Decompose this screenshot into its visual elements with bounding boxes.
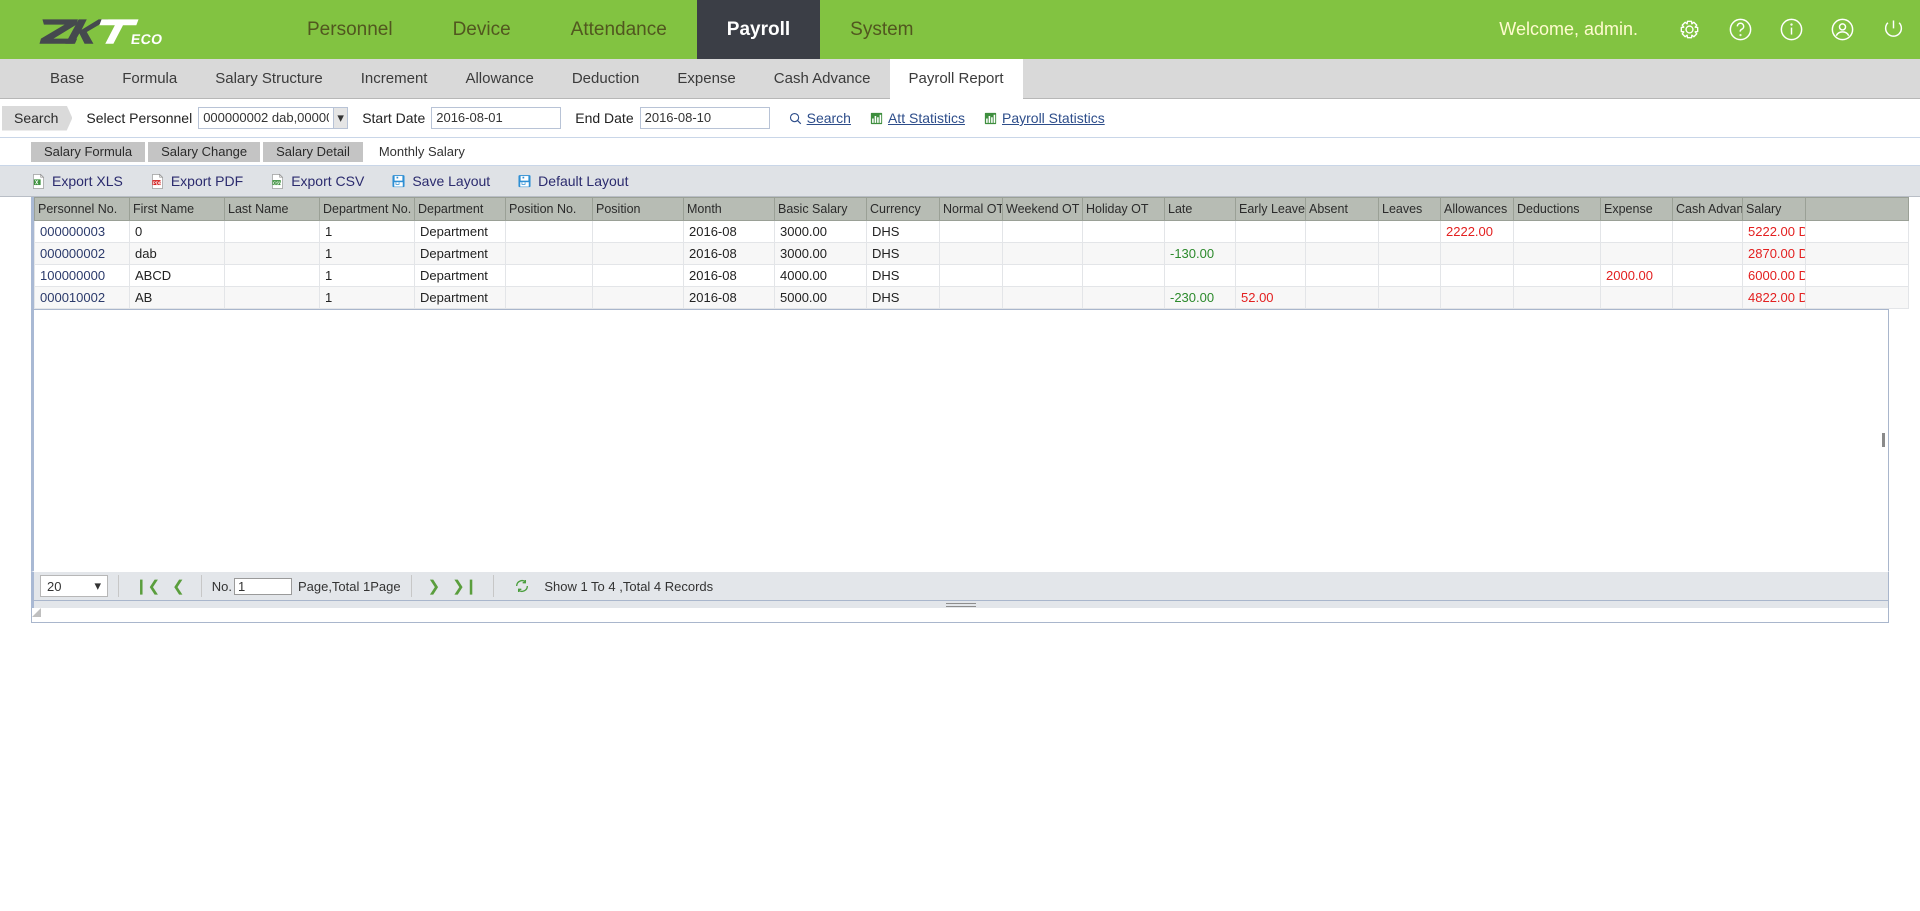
- svg-text:ECO: ECO: [130, 31, 164, 46]
- svg-text:CSV: CSV: [273, 180, 282, 185]
- svg-text:PDF: PDF: [153, 180, 162, 185]
